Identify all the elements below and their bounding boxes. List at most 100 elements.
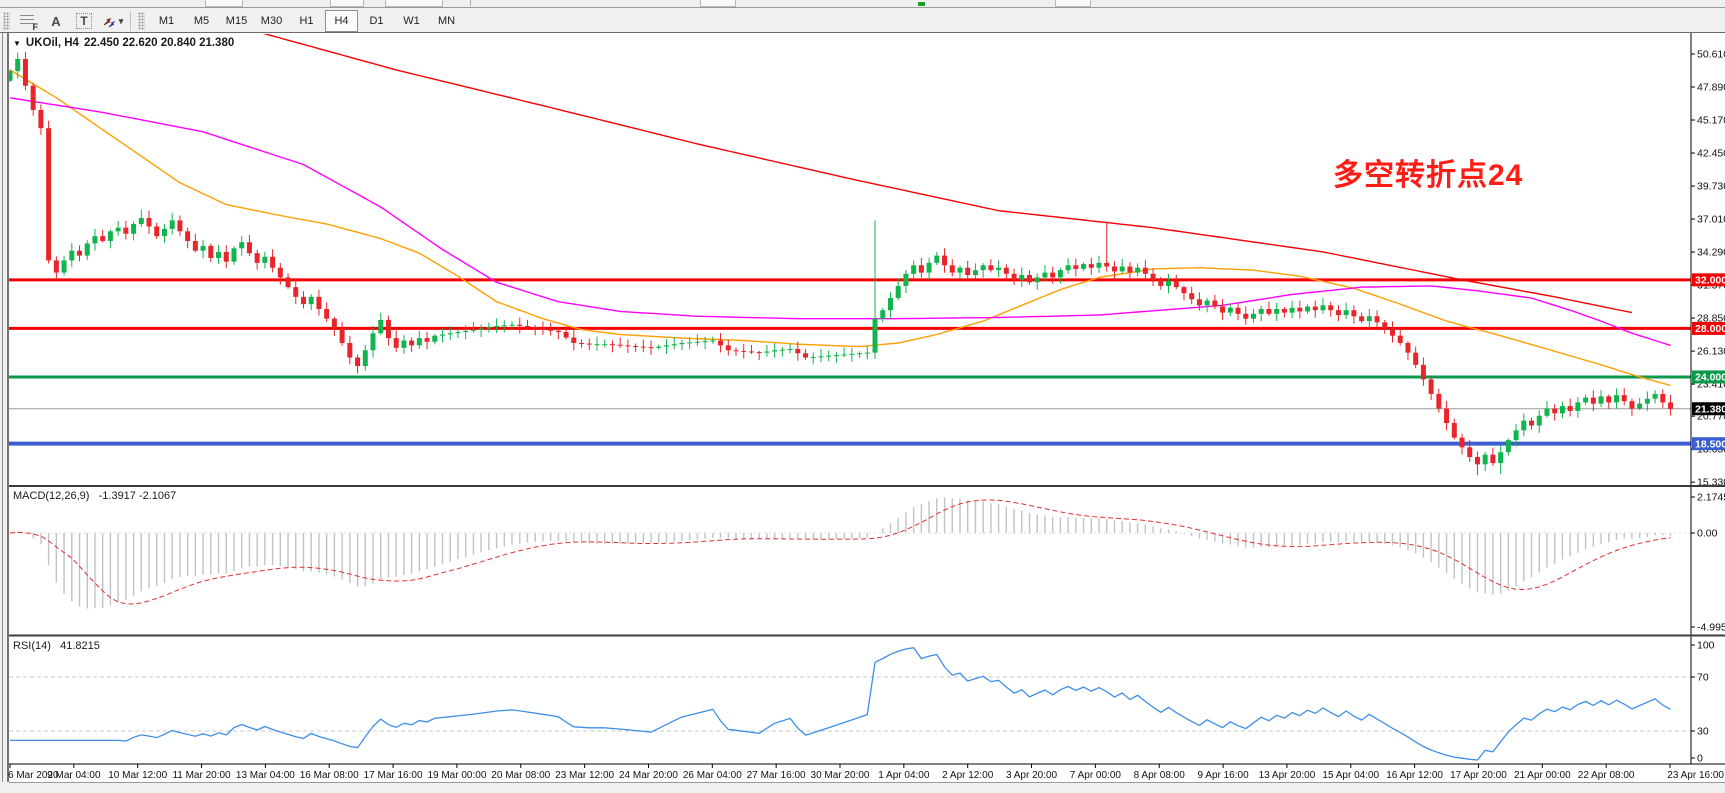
candle-body [1212,300,1218,307]
toolbar-separator [130,11,131,31]
time-tick-label: 11 Mar 20:00 [172,770,231,781]
candle-body [1281,308,1287,313]
candle-body [1606,396,1612,403]
timeframe-button-m1[interactable]: M1 [158,15,175,27]
timeframe-button-m5[interactable]: M5 [193,15,210,27]
time-tick-label: 9 Apr 16:00 [1197,770,1249,781]
candle-body [177,220,183,232]
rsi-line [10,646,1671,761]
chart-title: ▼ UKOil, H4 22.450 22.620 20.840 21.380 [13,37,234,49]
rsi-tick-label: 100 [1697,640,1715,652]
time-tick-label: 21 Apr 00:00 [1514,770,1571,781]
chart-area[interactable] [9,33,1691,485]
price-tick-label: 28.850 [1697,313,1725,325]
candle-body [1413,352,1419,365]
candle-body [463,330,469,333]
candle-body [741,350,747,352]
timeframe-button-w1[interactable]: W1 [403,15,420,27]
candle-body [362,350,368,367]
toolbar-drag-handle[interactable] [3,12,10,30]
candle-body [571,337,577,343]
macd-tick-label: 0.00 [1697,528,1718,540]
arrow-tool[interactable]: ▾ [99,10,125,33]
svg-text:21.380: 21.380 [1695,404,1725,416]
candle-body [1003,267,1009,274]
price-tag-18.500: 18.500 [1692,437,1725,450]
chevron-down-icon: ▾ [118,15,124,26]
time-tick-label: 26 Mar 04:00 [683,770,742,781]
timeframe-button-m15[interactable]: M15 [225,15,248,27]
candle-body [1289,307,1295,313]
price-tick-label: 34.290 [1697,247,1725,259]
candle-body [123,227,129,234]
time-tick-label: 13 Mar 04:00 [236,770,295,781]
candle-body [246,242,252,254]
clipped-separator [470,0,471,6]
candle-body [455,332,461,334]
horizontal-lines [9,278,1691,446]
candle-body [633,345,639,347]
candle-body [1312,306,1318,311]
macd-panel-divider[interactable] [9,485,1725,487]
price-tag-24.000: 24.000 [1692,370,1725,384]
price-tag-28.000: 28.000 [1692,321,1725,335]
candle-body [1065,265,1071,271]
candle-body [911,265,917,274]
candle-body [339,328,345,343]
candle-body [1420,364,1426,380]
rsi-panel-divider[interactable] [9,634,1725,637]
timeframe-button-mn[interactable]: MN [437,15,456,27]
candle-body [1111,266,1117,272]
candle-body [1459,437,1465,448]
candle-body [1428,379,1434,394]
candle-body [532,327,538,329]
candle-body [1305,306,1311,312]
candle-body [146,217,152,227]
candle-body [107,231,113,242]
candle-body [663,345,669,347]
candle-body [1057,270,1063,278]
candle-body [895,285,901,299]
toolbar: F A T ▾ M1 M5 M15 M30 H1 H4 D1 W1 MN [0,7,1725,34]
timeframe-button-m30[interactable]: M30 [260,15,283,27]
candle-body [1096,262,1102,268]
text-label-tool[interactable]: T [71,10,97,33]
candle-body [77,250,83,256]
chart-collapse-icon[interactable]: ▼ [13,38,21,48]
time-tick-label: 13 Apr 20:00 [1259,770,1316,781]
timeframe-button-d1[interactable]: D1 [369,15,384,27]
bid-price-tag: 21.380 [1692,402,1725,416]
candle-body [1397,335,1403,343]
candle-body [725,345,731,351]
candle-body [1227,307,1233,313]
candle-body [1637,403,1643,409]
candle-body [1019,274,1025,280]
candle-body [1142,267,1148,274]
candle-body [1505,440,1511,453]
fibonacci-tool[interactable]: F [15,10,41,33]
candle-body [548,329,554,331]
candle-body [1196,299,1202,306]
candle-body [1374,316,1380,323]
candle-body [934,255,940,263]
time-tick-label: 7 Apr 00:00 [1070,770,1122,781]
candle-body [355,357,361,367]
candle-body [331,318,337,329]
time-tick-label: 2 Apr 12:00 [942,770,994,781]
candle-body [926,262,932,273]
candle-body [996,267,1002,271]
candle-body [980,265,986,271]
candlesticks [9,51,1674,476]
timeframe-button-h1[interactable]: H1 [299,15,314,27]
candle-body [432,335,438,342]
candle-body [161,228,167,237]
timeframe-button-h4[interactable]: H4 [325,10,358,32]
price-tick-label: 47.890 [1697,82,1725,94]
candle-body [1204,300,1210,306]
candle-body [880,310,886,319]
timeframe-drag-handle[interactable] [138,12,145,30]
text-tool[interactable]: A [51,13,61,29]
time-tick-label: 16 Mar 08:00 [300,770,359,781]
candle-body [733,350,739,352]
